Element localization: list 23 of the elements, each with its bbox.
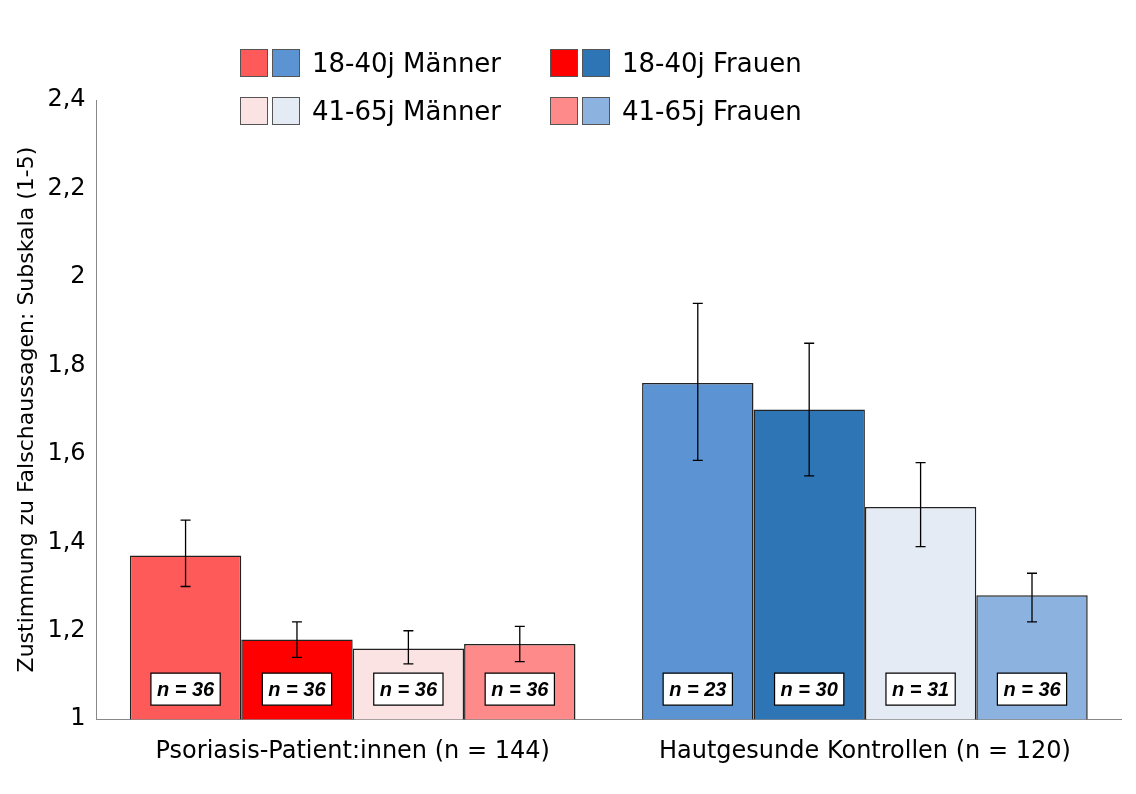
annotation: n = 36 <box>1003 677 1062 700</box>
annotation: n = 23 <box>669 677 727 700</box>
y-tick-label: 1,6 <box>47 438 86 467</box>
x-tick-label: Psoriasis-Patient:innen (n = 144) <box>155 735 550 764</box>
y-tick-label: 1,2 <box>47 614 86 643</box>
x-tick-label: Hautgesunde Kontrollen (n = 120) <box>658 735 1071 764</box>
y-axis-title: Zustimmung zu Falschaussagen: Subskala (1-5) <box>12 146 38 673</box>
annotation: n = 36 <box>379 677 438 700</box>
annotation: n = 30 <box>780 677 838 700</box>
y-tick-label: 2 <box>70 261 86 290</box>
annotation: n = 36 <box>156 677 216 700</box>
legend-label: 41-65j Männer <box>312 96 502 126</box>
y-tick-label: 2,4 <box>47 84 86 113</box>
y-tick-label: 1 <box>70 703 86 732</box>
legend-label: 41-65j Frauen <box>622 96 802 126</box>
annotation: n = 36 <box>491 677 550 700</box>
y-tick-label: 1,8 <box>47 349 86 378</box>
annotation: n = 36 <box>268 677 327 700</box>
y-tick-label: 1,4 <box>47 526 86 555</box>
legend-label: 18-40j Frauen <box>622 48 802 78</box>
annotation: n = 31 <box>891 677 950 700</box>
y-tick-label: 2,2 <box>47 172 86 201</box>
legend-label: 18-40j Männer <box>312 48 502 78</box>
